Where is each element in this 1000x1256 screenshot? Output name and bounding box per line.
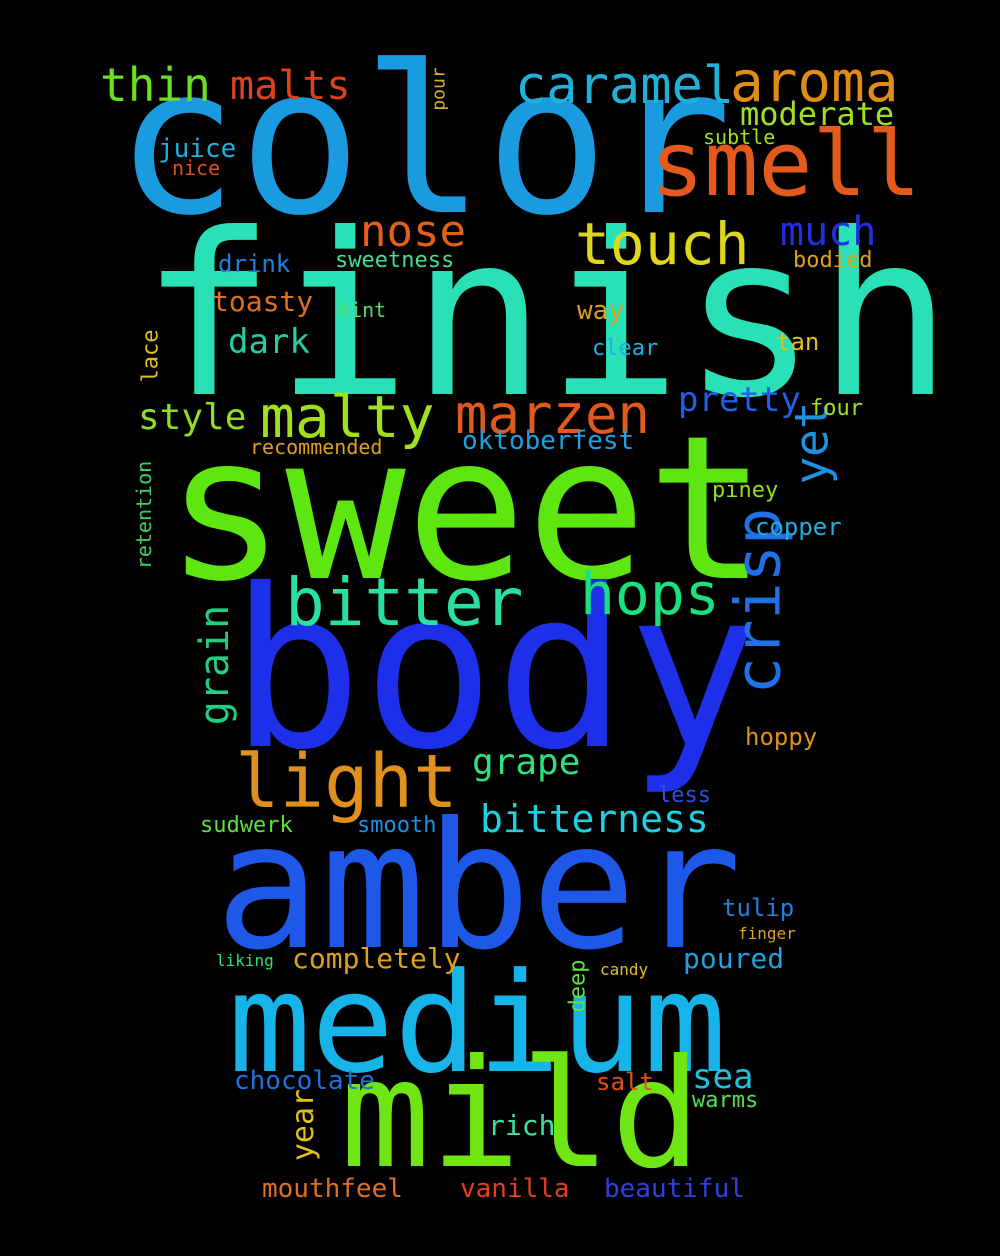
cloud-word: malts xyxy=(230,63,351,109)
cloud-word: hint xyxy=(338,298,387,322)
cloud-word: oktoberfest xyxy=(462,426,635,456)
cloud-word: mild xyxy=(340,1028,702,1202)
cloud-word: retention xyxy=(132,460,157,570)
cloud-word: sweet xyxy=(165,393,768,626)
cloud-word: thin xyxy=(100,58,211,112)
cloud-word: juice xyxy=(158,134,237,164)
cloud-word: year xyxy=(286,1088,322,1162)
cloud-word: clear xyxy=(592,336,659,361)
cloud-word: caramel xyxy=(515,56,735,116)
cloud-word: nose xyxy=(360,206,466,257)
cloud-word: hoppy xyxy=(745,723,818,751)
cloud-word: dark xyxy=(228,322,310,362)
cloud-word: sudwerk xyxy=(200,813,293,838)
cloud-word: touch xyxy=(575,210,750,278)
cloud-word: rich xyxy=(488,1109,556,1142)
cloud-word: pour xyxy=(428,67,450,111)
cloud-word: grape xyxy=(472,742,581,783)
cloud-word: amber xyxy=(215,786,742,989)
cloud-word: color xyxy=(115,23,733,261)
cloud-word: drink xyxy=(218,250,291,278)
cloud-word: medium xyxy=(228,943,727,1104)
cloud-word: nice xyxy=(172,156,221,180)
cloud-word: hops xyxy=(580,560,720,628)
cloud-word: completely xyxy=(292,942,461,975)
cloud-word: subtle xyxy=(703,125,776,149)
cloud-word: salt xyxy=(596,1068,654,1096)
cloud-word: aroma xyxy=(730,50,899,115)
cloud-word: deep xyxy=(565,959,591,1013)
cloud-word: smell xyxy=(650,112,921,217)
cloud-word: piney xyxy=(712,478,779,503)
cloud-word: bitterness xyxy=(480,797,709,841)
cloud-word: moderate xyxy=(740,95,895,133)
cloud-word: malty xyxy=(260,383,435,451)
cloud-word: bitter xyxy=(285,564,524,641)
cloud-word: grain xyxy=(192,604,239,726)
cloud-word: poured xyxy=(683,942,785,975)
cloud-word: copper xyxy=(755,513,842,541)
cloud-word: sea xyxy=(692,1057,754,1097)
cloud-word: bodied xyxy=(793,248,873,273)
cloud-word: body xyxy=(230,542,760,798)
cloud-word: liking xyxy=(216,951,274,970)
cloud-word: sweetness xyxy=(335,248,455,273)
cloud-word: vanilla xyxy=(460,1174,570,1204)
cloud-word: recommended xyxy=(250,435,383,459)
cloud-word: lace xyxy=(138,329,164,383)
cloud-word: pretty xyxy=(678,380,801,420)
cloud-word: beautiful xyxy=(604,1174,745,1204)
cloud-word: marzen xyxy=(455,383,651,446)
cloud-word: four xyxy=(810,396,863,421)
cloud-word: mouthfeel xyxy=(262,1174,403,1204)
cloud-word: finger xyxy=(738,924,796,943)
cloud-word: style xyxy=(138,397,247,438)
cloud-word: smooth xyxy=(357,813,437,838)
cloud-word: chocolate xyxy=(234,1066,375,1096)
cloud-word: warms xyxy=(692,1088,759,1113)
cloud-word: much xyxy=(780,209,877,255)
cloud-word: less xyxy=(658,783,711,808)
cloud-word: tan xyxy=(776,328,820,356)
cloud-word: way xyxy=(577,296,624,326)
cloud-word: light xyxy=(235,739,458,825)
cloud-word: toasty xyxy=(212,285,314,318)
cloud-word: candy xyxy=(600,960,649,979)
cloud-word: tulip xyxy=(722,894,795,922)
cloud-word: finish xyxy=(140,186,953,448)
